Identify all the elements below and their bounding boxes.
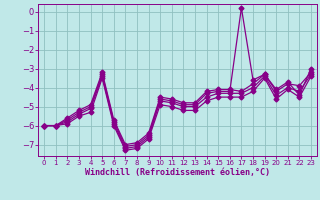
X-axis label: Windchill (Refroidissement éolien,°C): Windchill (Refroidissement éolien,°C) — [85, 168, 270, 177]
